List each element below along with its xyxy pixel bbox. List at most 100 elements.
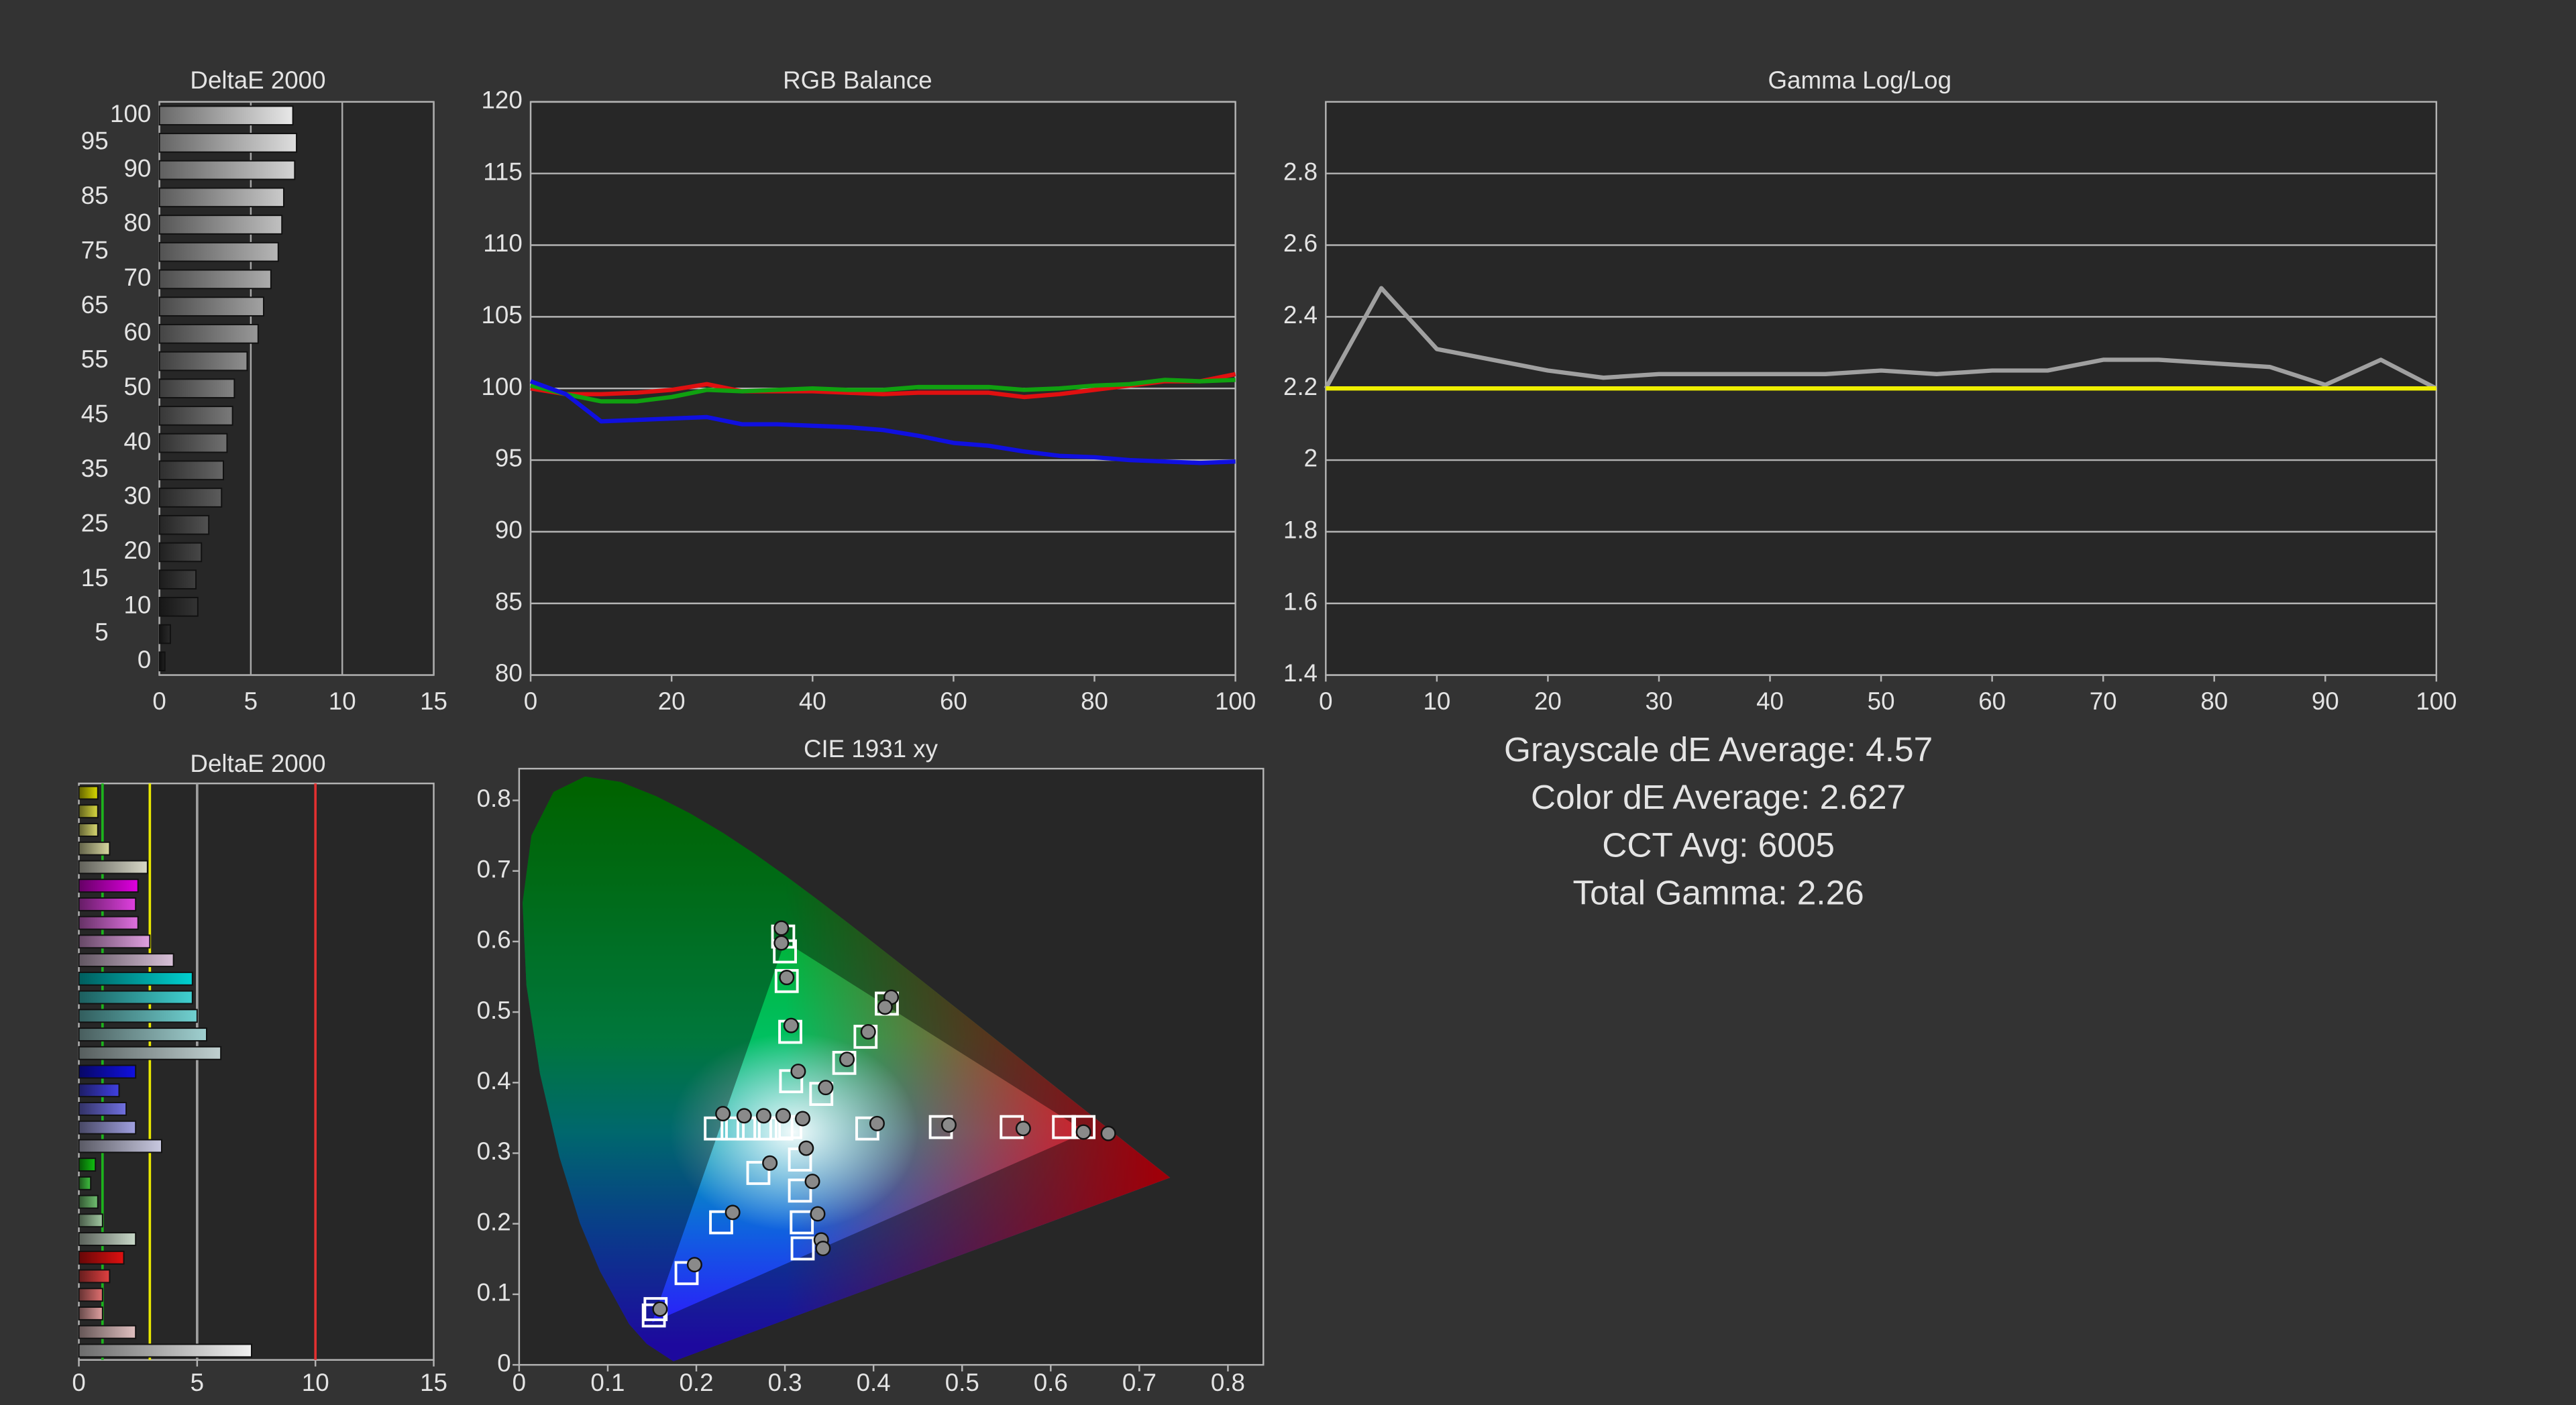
bar xyxy=(78,1009,198,1023)
bar xyxy=(78,971,193,986)
x-tick-label: 10 xyxy=(302,1369,329,1396)
y-category-label: 55 xyxy=(81,345,109,373)
bar xyxy=(158,241,279,262)
x-tick-label: 10 xyxy=(329,687,356,715)
bar xyxy=(78,1250,125,1265)
y-category-label: 100 xyxy=(110,100,151,127)
y-category-label: 75 xyxy=(81,236,109,264)
bar xyxy=(78,1343,252,1358)
x-tick-label: 100 xyxy=(2416,687,2457,715)
y-category-label: 20 xyxy=(123,537,151,564)
x-tick-label: 0 xyxy=(524,687,537,715)
measured-marker xyxy=(860,1024,876,1040)
x-tick-label: 0 xyxy=(152,687,166,715)
y-tick-label: 100 xyxy=(482,373,523,400)
x-tick-label: 40 xyxy=(799,687,826,715)
y-tick-label: 0.1 xyxy=(477,1279,511,1306)
y-category-label: 25 xyxy=(81,509,109,537)
bar xyxy=(78,1027,207,1042)
y-category-label: 80 xyxy=(123,209,151,237)
summary-line: Total Gamma: 2.26 xyxy=(1572,873,1864,911)
bar xyxy=(158,433,228,453)
y-category-label: 60 xyxy=(123,319,151,346)
summary-line: Color dE Average: 2.627 xyxy=(1531,777,1906,816)
x-tick-label: 0 xyxy=(72,1369,85,1396)
x-tick-label: 5 xyxy=(191,1369,204,1396)
bar xyxy=(78,1083,120,1098)
bar xyxy=(78,1046,222,1060)
measured-marker xyxy=(1100,1125,1116,1141)
measured-marker xyxy=(877,999,893,1015)
measured-marker xyxy=(815,1241,831,1257)
bar xyxy=(78,1288,103,1302)
y-tick-label: 0 xyxy=(497,1349,511,1377)
bar xyxy=(158,187,284,208)
x-tick-label: 60 xyxy=(1978,687,2006,715)
y-category-label: 10 xyxy=(123,592,151,619)
bar xyxy=(158,624,171,644)
bar xyxy=(78,1176,92,1190)
y-tick-label: 85 xyxy=(495,587,523,615)
bar xyxy=(78,1064,137,1079)
x-tick-label: 100 xyxy=(1215,687,1256,715)
bar xyxy=(78,860,148,875)
bar xyxy=(158,460,224,481)
bar xyxy=(78,1269,111,1284)
x-tick-label: 80 xyxy=(1081,687,1108,715)
y-tick-label: 0.3 xyxy=(477,1137,511,1165)
bar xyxy=(158,323,259,344)
bar xyxy=(78,1139,162,1154)
bar xyxy=(158,160,296,180)
cie-locus xyxy=(523,776,1171,1361)
x-tick-label: 40 xyxy=(1756,687,1784,715)
chart-title: RGB Balance xyxy=(783,66,932,94)
bar xyxy=(78,1194,99,1209)
target-marker xyxy=(1052,1115,1076,1139)
measured-marker xyxy=(762,1155,778,1171)
x-tick-label: 5 xyxy=(244,687,258,715)
bar xyxy=(158,296,264,317)
y-category-label: 0 xyxy=(138,646,151,673)
x-tick-label: 80 xyxy=(2200,687,2228,715)
bar xyxy=(158,596,199,617)
bar xyxy=(158,215,283,235)
y-tick-label: 1.6 xyxy=(1283,587,1318,615)
bar xyxy=(78,1325,137,1339)
x-tick-label: 20 xyxy=(658,687,686,715)
y-category-label: 50 xyxy=(123,373,151,400)
bar xyxy=(78,1158,97,1172)
y-tick-label: 95 xyxy=(495,445,523,472)
y-category-label: 65 xyxy=(81,291,109,319)
measured-marker xyxy=(686,1257,702,1273)
x-tick-label: 0.3 xyxy=(768,1369,802,1396)
y-tick-label: 2.6 xyxy=(1283,229,1318,257)
bar xyxy=(78,823,99,837)
y-category-label: 5 xyxy=(95,618,108,646)
measured-marker xyxy=(1075,1124,1091,1140)
target-marker xyxy=(674,1261,699,1286)
y-tick-label: 2 xyxy=(1304,445,1318,472)
bar xyxy=(78,897,137,911)
y-category-label: 40 xyxy=(123,427,151,455)
y-tick-label: 0.7 xyxy=(477,855,511,883)
y-category-label: 95 xyxy=(81,127,109,155)
target-marker xyxy=(704,1116,728,1141)
locus-white xyxy=(523,776,1171,1361)
measured-marker xyxy=(783,1017,799,1033)
y-tick-label: 105 xyxy=(482,301,523,329)
x-tick-label: 0 xyxy=(513,1369,526,1396)
x-tick-label: 0.4 xyxy=(857,1369,891,1396)
bar xyxy=(158,406,233,426)
x-tick-label: 15 xyxy=(420,1369,447,1396)
data-line xyxy=(529,379,1236,465)
measured-marker xyxy=(779,970,795,986)
gamut-dim xyxy=(523,776,1171,1361)
bar xyxy=(78,1120,137,1135)
bar xyxy=(78,915,139,930)
measured-marker xyxy=(773,935,790,951)
measured-marker xyxy=(869,1115,885,1131)
bar xyxy=(158,514,210,535)
target-marker xyxy=(720,1116,745,1141)
